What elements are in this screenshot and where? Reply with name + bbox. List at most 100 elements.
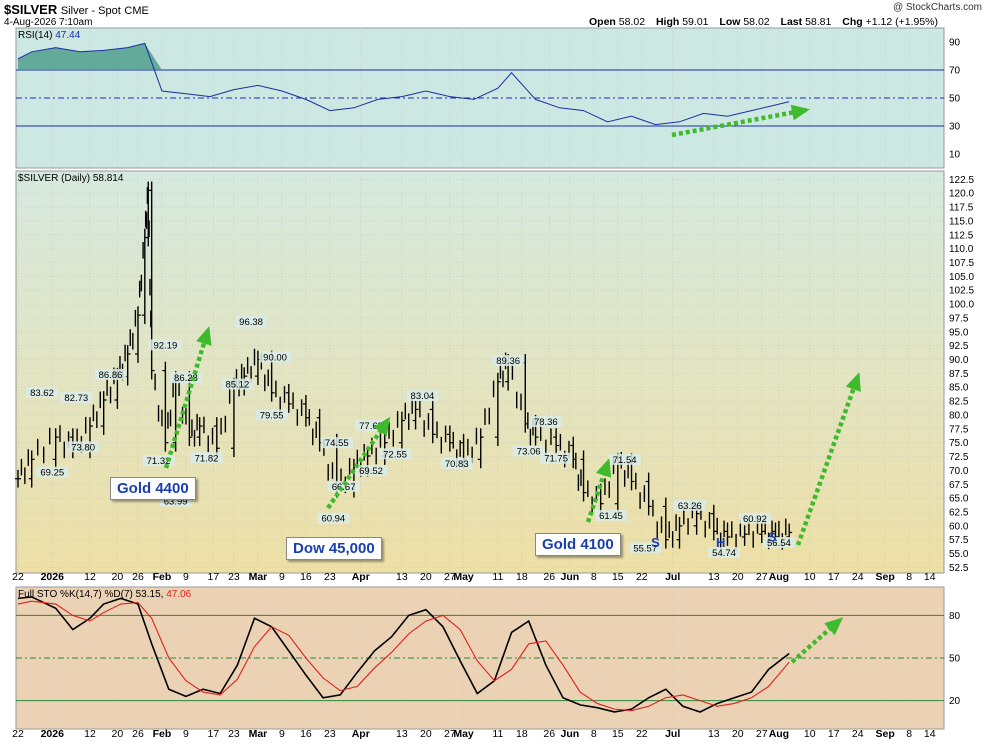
price-tick-label: 122.5 bbox=[949, 175, 974, 186]
price-label-box bbox=[673, 499, 706, 511]
x-tick-label: 22 bbox=[636, 728, 648, 740]
price-data-label: 55.57 bbox=[633, 543, 657, 554]
price-label-box bbox=[221, 378, 254, 390]
price-label-box bbox=[149, 339, 182, 351]
price-tick-label: 57.5 bbox=[949, 535, 969, 546]
price-tick-label: 105.0 bbox=[949, 272, 974, 283]
sto-k-line bbox=[17, 596, 790, 713]
rsi-tick-label: 50 bbox=[949, 94, 961, 105]
x-tick-label: Aug bbox=[769, 728, 789, 740]
x-tick-label: Apr bbox=[352, 571, 370, 583]
symbol-description: Silver - Spot bbox=[60, 5, 121, 17]
price-data-label: 73.06 bbox=[517, 446, 541, 457]
price-tick-label: 90.0 bbox=[949, 355, 969, 366]
pattern-label: S bbox=[651, 535, 660, 550]
x-tick-label: 14 bbox=[924, 728, 936, 740]
price-tick-label: 120.0 bbox=[949, 189, 974, 200]
price-data-label: 56.54 bbox=[767, 538, 791, 549]
price-label-box bbox=[594, 509, 627, 521]
x-tick-label: Feb bbox=[153, 571, 172, 583]
trend-arrows bbox=[163, 104, 861, 664]
price-tick-label: 85.0 bbox=[949, 383, 969, 394]
trend-arrow-head bbox=[373, 416, 391, 437]
rsi-line bbox=[17, 42, 790, 126]
x-tick-label: 8 bbox=[906, 571, 912, 583]
price-data-label: 54.74 bbox=[712, 548, 736, 559]
open-label: Open bbox=[589, 16, 616, 28]
x-tick-label: Jul bbox=[665, 728, 680, 740]
trend-arrow-head bbox=[196, 326, 212, 346]
x-tick-label: 23 bbox=[228, 728, 240, 740]
price-label-box bbox=[67, 441, 100, 453]
price-tick-label: 92.5 bbox=[949, 341, 969, 352]
trend-arrow-line bbox=[790, 618, 842, 664]
sto-k-value: 53.15 bbox=[135, 589, 161, 600]
price-label-box bbox=[762, 537, 795, 549]
price-label-box bbox=[540, 452, 573, 464]
x-tick-label: 26 bbox=[132, 571, 144, 583]
rsi-label: RSI(14) bbox=[18, 30, 53, 41]
price-data-label: 61.45 bbox=[599, 511, 623, 522]
x-tick-label: 20 bbox=[112, 728, 124, 740]
x-tick-label: Jul bbox=[665, 571, 680, 583]
price-tick-label: 82.5 bbox=[949, 397, 969, 408]
price-series: 83.62 69.25 82.73 73.80 86.86 92.19 71.32 86.28… bbox=[15, 181, 795, 559]
x-tick-label: Feb bbox=[153, 728, 172, 740]
x-tick-label: 18 bbox=[516, 571, 528, 583]
price-tick-label: 60.0 bbox=[949, 521, 969, 532]
price-label-box bbox=[355, 465, 388, 477]
x-tick-label: 20 bbox=[420, 571, 432, 583]
x-tick-label: 27 bbox=[444, 728, 456, 740]
quote-summary: Open 58.02 High 59.01 Low 58.02 Last 58.… bbox=[589, 16, 938, 28]
x-tick-label: Mar bbox=[249, 571, 268, 583]
price-tick-label: 87.5 bbox=[949, 369, 969, 380]
x-tick-label: Aug bbox=[769, 571, 789, 583]
price-tick-label: 52.5 bbox=[949, 563, 969, 574]
x-tick-label: 15 bbox=[612, 728, 624, 740]
price-label-box bbox=[142, 455, 175, 467]
price-data-label: 79.55 bbox=[260, 410, 284, 421]
price-data-label: 63.26 bbox=[678, 501, 702, 512]
x-tick-label: 17 bbox=[828, 728, 840, 740]
x-tick-label: 8 bbox=[591, 728, 597, 740]
price-data-label: 86.86 bbox=[99, 370, 123, 381]
price-tick-label: 110.0 bbox=[949, 244, 974, 255]
high-value: 59.01 bbox=[682, 16, 709, 28]
price-data-label: 71.75 bbox=[544, 454, 568, 465]
price-tick-label: 95.0 bbox=[949, 327, 969, 338]
price-data-label: 60.94 bbox=[321, 514, 345, 525]
price-label-box bbox=[317, 512, 350, 524]
x-tick-label: 23 bbox=[324, 571, 336, 583]
rsi-overbought-fill bbox=[18, 43, 162, 70]
trend-arrow-head bbox=[790, 104, 810, 121]
price-data-label: 92.19 bbox=[153, 340, 177, 351]
brand[interactable]: @ StockCharts.com bbox=[892, 2, 982, 13]
price-legend: $SILVER (Daily) 58.814 bbox=[18, 173, 123, 184]
callout-gold-4400: Gold 4400 bbox=[110, 477, 196, 500]
price-label-box bbox=[608, 453, 641, 465]
axis-labels: 222220262026121220202626FebFeb9917172323… bbox=[12, 38, 974, 741]
x-tick-label: 18 bbox=[516, 728, 528, 740]
sto-tick-label: 80 bbox=[949, 611, 961, 622]
price-label: $SILVER (Daily) bbox=[18, 173, 91, 184]
price-data-label: 66.67 bbox=[332, 482, 356, 493]
price-data-label: 90.00 bbox=[263, 353, 287, 364]
price-data-label: 82.73 bbox=[64, 393, 88, 404]
x-tick-label: 23 bbox=[324, 728, 336, 740]
x-tick-label: 13 bbox=[708, 571, 720, 583]
x-tick-label: 11 bbox=[492, 571, 503, 583]
x-tick-label: 20 bbox=[420, 728, 432, 740]
price-value: 58.814 bbox=[92, 173, 124, 184]
low-label: Low bbox=[719, 16, 741, 28]
price-label-box bbox=[708, 547, 741, 559]
x-tick-label: 24 bbox=[852, 571, 864, 583]
x-tick-label: Mar bbox=[249, 728, 268, 740]
trend-arrow-line bbox=[671, 107, 807, 138]
x-tick-label: 12 bbox=[84, 571, 96, 583]
price-data-label: 70.83 bbox=[445, 459, 469, 470]
price-label-box bbox=[190, 452, 223, 464]
price-label-box bbox=[440, 457, 473, 469]
x-tick-label: 22 bbox=[12, 728, 24, 740]
x-tick-label: 26 bbox=[543, 728, 555, 740]
